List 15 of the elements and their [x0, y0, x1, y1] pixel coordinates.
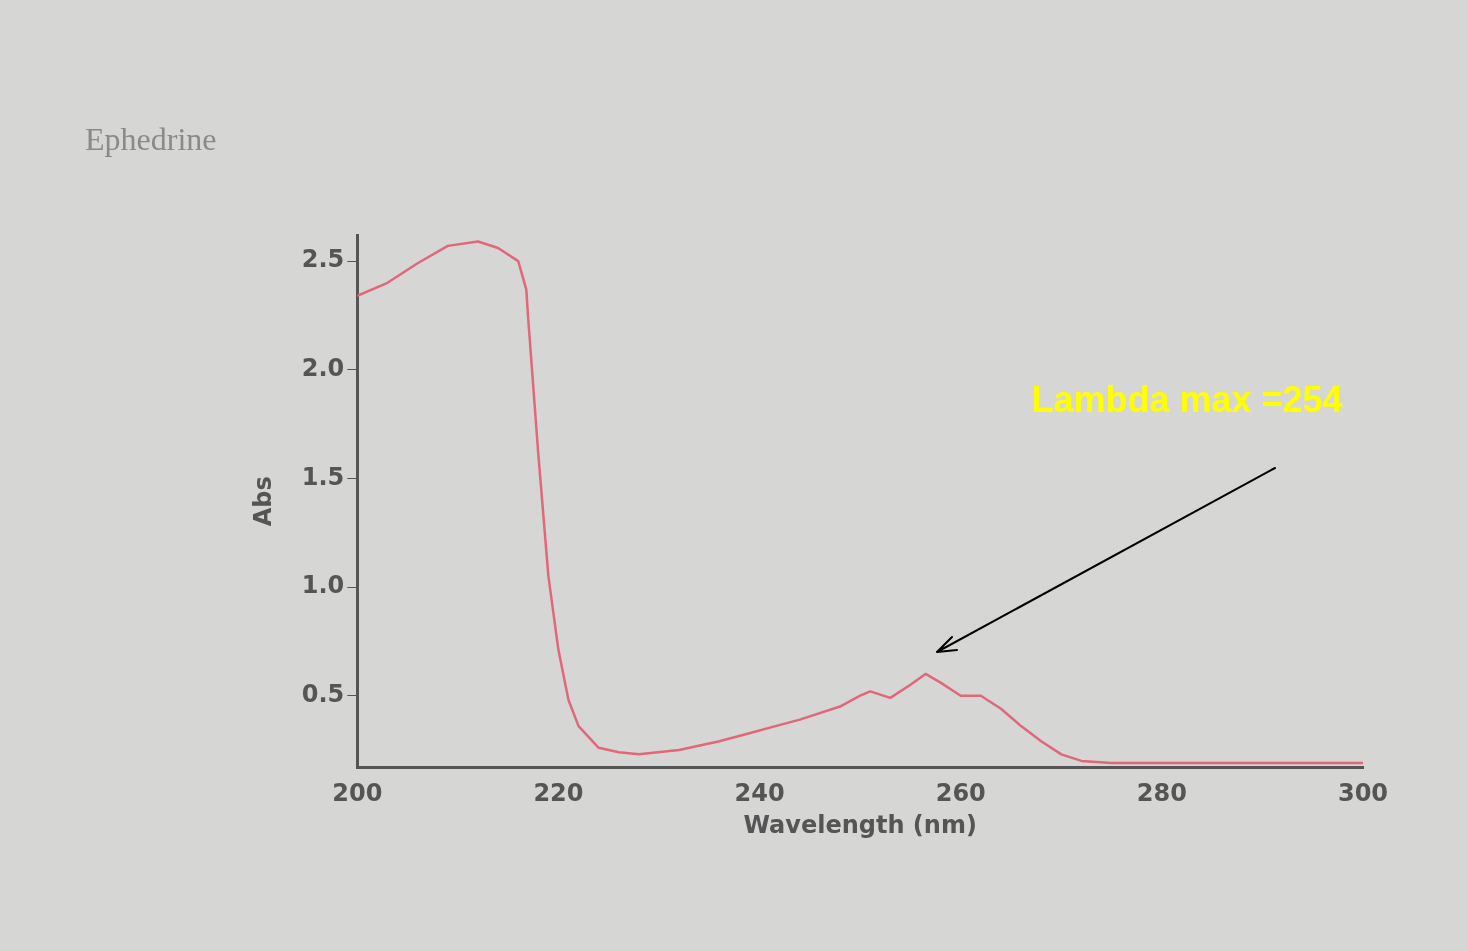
x-tick-label: 240 [734, 779, 785, 808]
y-tick-label: 2.0 [301, 353, 345, 382]
y-tick-label: 2.5 [301, 245, 345, 274]
x-axis-title: Wavelength (nm) [743, 810, 977, 839]
x-tick-label: 280 [1136, 779, 1187, 808]
y-tick-label: 1.5 [301, 462, 345, 491]
y-tick-label: 1.0 [301, 571, 345, 600]
x-tick-label: 260 [935, 779, 986, 808]
x-tick-label: 300 [1337, 779, 1389, 808]
x-tick-label: 200 [332, 779, 383, 808]
x-tick-label: 220 [533, 779, 584, 808]
annotation: Lambda max =254 [1031, 379, 1343, 420]
y-tick-label: 0.5 [301, 679, 345, 708]
chart-title: Ephedrine [85, 121, 217, 157]
y-axis-title: Abs [248, 476, 277, 527]
